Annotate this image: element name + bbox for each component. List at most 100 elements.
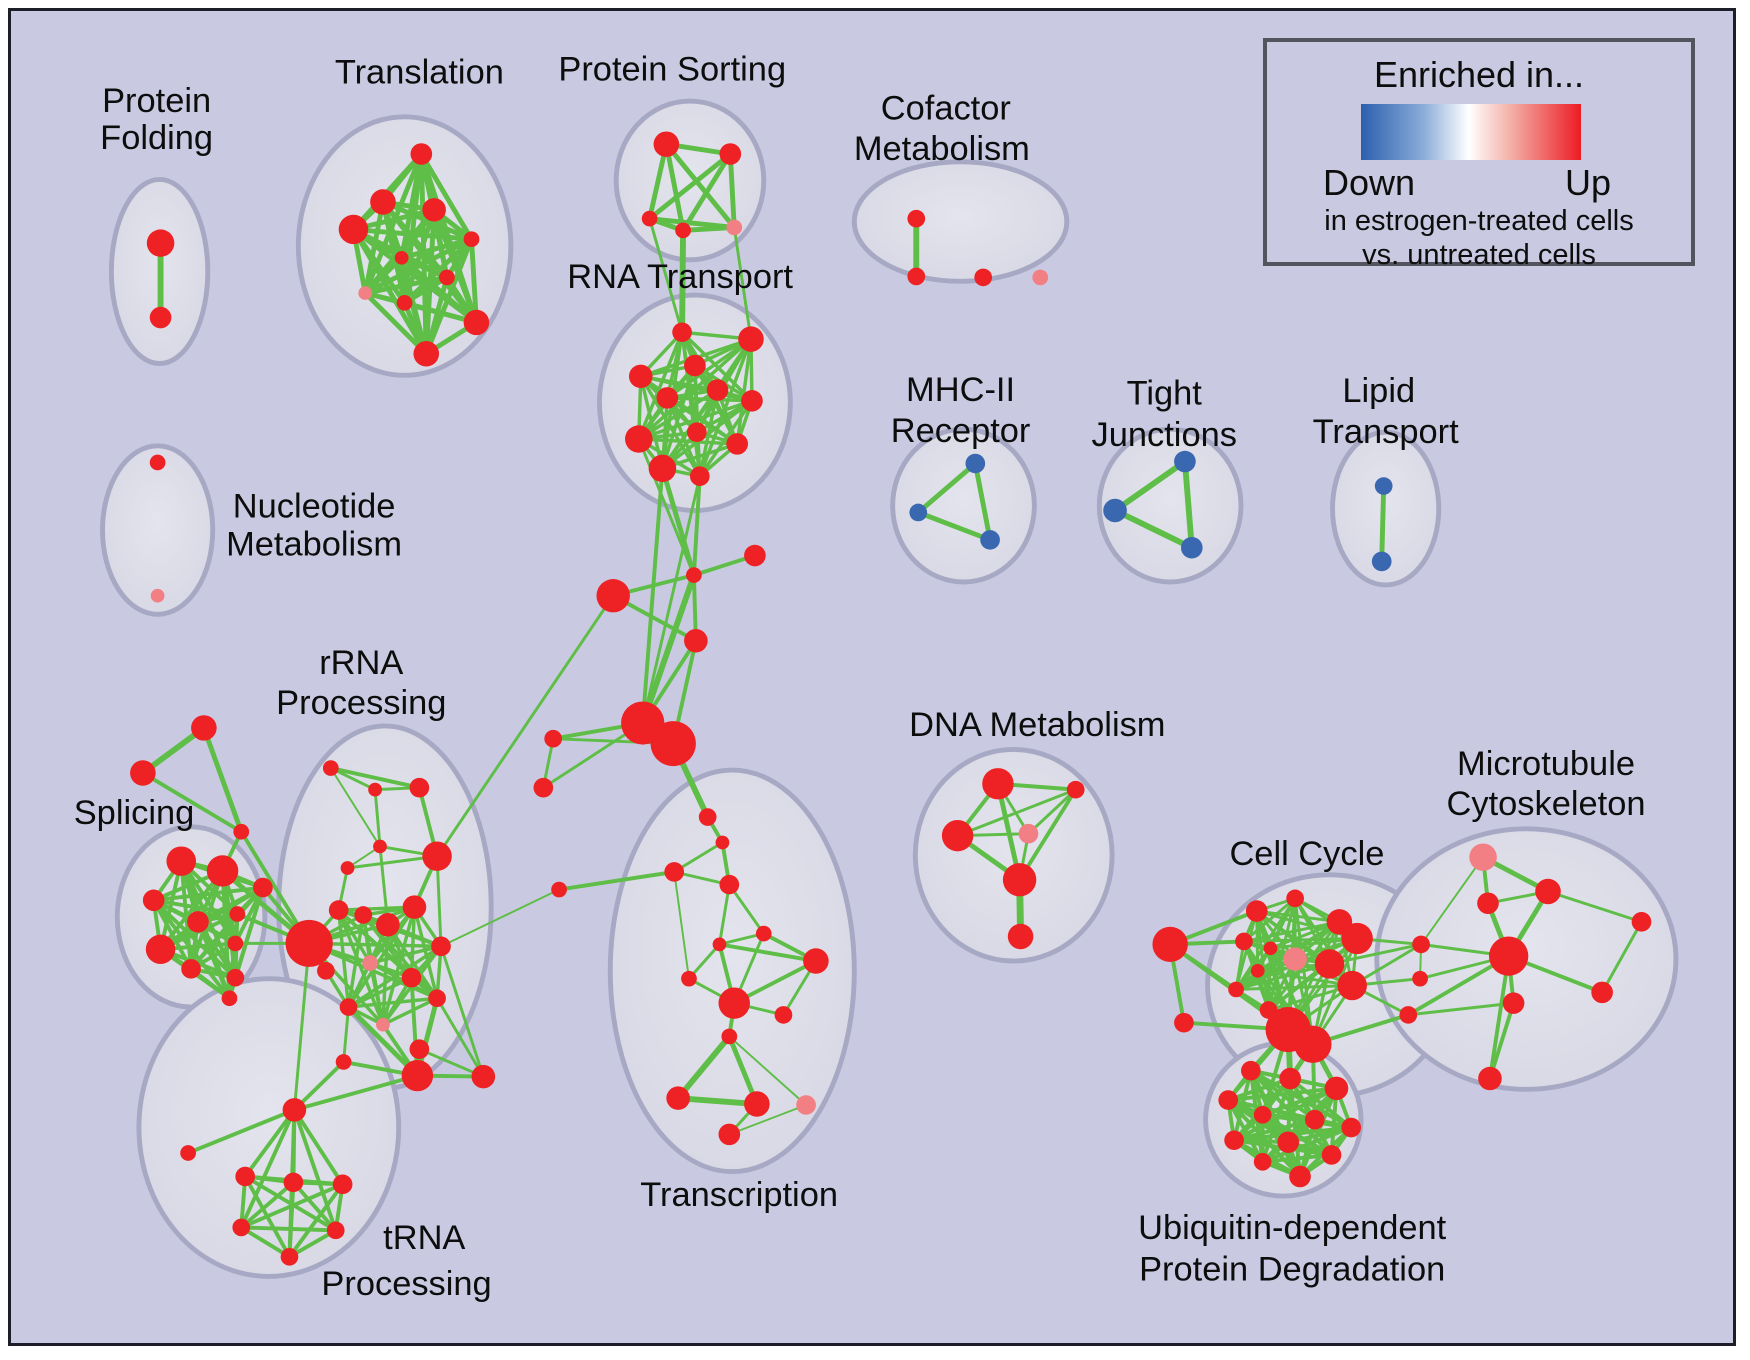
graph-node-tl11 <box>413 341 440 367</box>
graph-edge <box>373 788 382 848</box>
graph-edge <box>291 1180 338 1233</box>
graph-node-q6 <box>774 1006 793 1024</box>
graph-node-tl1 <box>410 143 433 165</box>
graph-edge <box>292 941 311 1112</box>
graph-node-r12 <box>431 936 451 957</box>
legend-down-label: Down <box>1323 162 1416 203</box>
graph-node-r6 <box>422 841 452 871</box>
graph-node-rt10 <box>726 433 749 455</box>
graph-node-r16 <box>376 1017 390 1032</box>
graph-node-f1 <box>715 835 730 850</box>
cluster-ellipse-trna-processing <box>136 976 402 1279</box>
graph-node-m9 <box>1399 1006 1418 1024</box>
graph-edge <box>648 217 684 334</box>
graph-edge <box>637 437 696 577</box>
graph-edge <box>329 767 381 848</box>
graph-edge <box>140 771 244 834</box>
graph-node-n2 <box>150 588 165 603</box>
graph-edge <box>637 399 754 441</box>
cluster-label-splicing: Splicing <box>74 794 195 832</box>
graph-edge <box>915 461 978 515</box>
graph-node-k8 <box>1283 947 1307 971</box>
graph-node-r3 <box>409 777 430 798</box>
cluster-label-tight-junctions: Junctions <box>1092 416 1237 454</box>
graph-node-kh2 <box>1294 1025 1332 1063</box>
graph-edge <box>399 236 474 261</box>
legend-gradient-bar <box>1361 104 1581 160</box>
graph-node-k1 <box>1152 926 1188 963</box>
graph-edge <box>1226 1076 1293 1103</box>
graph-node-s4 <box>253 877 273 898</box>
graph-edge <box>158 868 225 952</box>
graph-node-cm4 <box>1032 269 1049 286</box>
graph-node-pf1 <box>146 229 175 257</box>
graph-edge <box>402 274 450 306</box>
graph-edge <box>399 255 479 325</box>
graph-node-s7 <box>145 934 176 964</box>
graph-node-r18 <box>335 1054 352 1070</box>
graph-node-u5 <box>1253 1105 1272 1124</box>
graph-edge <box>1546 890 1643 924</box>
cluster-ellipse-lipid-transport <box>1330 429 1442 588</box>
graph-node-tl10 <box>463 309 490 336</box>
graph-edge <box>1487 1001 1516 1081</box>
graph-node-q11 <box>718 1123 741 1146</box>
graph-node-h1t <box>719 874 740 895</box>
graph-node-tl3 <box>422 198 446 222</box>
graph-node-tl2 <box>370 189 396 215</box>
graph-node-m4 <box>1488 936 1529 976</box>
graph-node-b1 <box>965 453 986 474</box>
graph-node-r2 <box>368 782 382 797</box>
graph-node-t7 <box>280 1247 299 1266</box>
graph-edge <box>189 912 240 971</box>
graph-edge <box>350 226 429 357</box>
graph-edge <box>239 1107 297 1230</box>
cluster-label-transcription: Transcription <box>640 1176 838 1214</box>
graph-edge <box>675 1033 733 1102</box>
cluster-label-microtubule-cytoskeleton: Cytoskeleton <box>1447 785 1646 823</box>
graph-node-j1 <box>686 567 702 583</box>
graph-edge <box>151 898 232 1001</box>
graph-node-m11 <box>1478 1066 1502 1091</box>
cluster-label-cofactor-metabolism: Metabolism <box>854 130 1030 168</box>
graph-node-k5b <box>1341 922 1373 955</box>
graph-node-r10 <box>402 895 427 919</box>
graph-edge <box>1242 896 1297 943</box>
graph-node-t0 <box>282 1098 307 1122</box>
graph-edge <box>362 255 405 296</box>
graph-edge <box>1420 856 1485 946</box>
graph-node-d6 <box>1007 923 1034 950</box>
graph-node-tl9 <box>396 295 413 311</box>
graph-node-s8 <box>227 935 244 952</box>
graph-edge <box>1234 962 1332 991</box>
graph-node-k2 <box>1174 1012 1194 1033</box>
graph-node-jr <box>744 544 766 567</box>
graph-node-cc <box>544 729 563 748</box>
graph-node-r4 <box>373 839 387 854</box>
graph-node-q7 <box>721 1028 738 1045</box>
graph-node-k12 <box>1250 963 1265 978</box>
legend-endpoint-labels: Down Up <box>1267 160 1691 204</box>
graph-node-t3 <box>283 1172 304 1193</box>
graph-edge <box>292 1073 420 1112</box>
cluster-label-ubiquitin-degradation: Protein Degradation <box>1139 1250 1445 1288</box>
graph-node-s9 <box>181 959 201 979</box>
graph-edge <box>346 996 439 1009</box>
cluster-label-rna-transport: RNA Transport <box>567 258 793 296</box>
graph-node-u6 <box>1304 1109 1325 1130</box>
cluster-label-mhc-ii-receptor: Receptor <box>891 412 1031 450</box>
graph-edge <box>1487 954 1511 1081</box>
graph-edge <box>409 975 420 1078</box>
graph-edge <box>663 141 737 230</box>
graph-node-hhb <box>317 962 335 980</box>
graph-edge <box>362 274 450 296</box>
graph-node-q3 <box>803 948 829 974</box>
graph-edge <box>350 226 474 242</box>
graph-node-t4 <box>332 1174 353 1195</box>
graph-edge <box>412 905 439 1000</box>
graph-edge <box>680 330 754 403</box>
graph-node-rt8 <box>625 425 653 453</box>
graph-edge <box>292 1107 345 1187</box>
graph-edge <box>732 225 753 341</box>
graph-node-u1 <box>1241 1060 1261 1081</box>
